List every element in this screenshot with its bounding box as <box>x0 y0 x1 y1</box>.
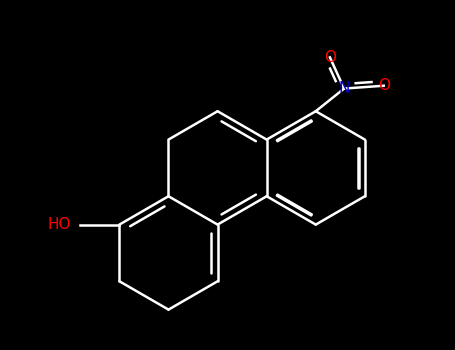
Text: O: O <box>324 50 336 65</box>
Text: O: O <box>378 78 390 93</box>
Text: HO: HO <box>48 217 71 232</box>
Text: N: N <box>339 81 350 96</box>
